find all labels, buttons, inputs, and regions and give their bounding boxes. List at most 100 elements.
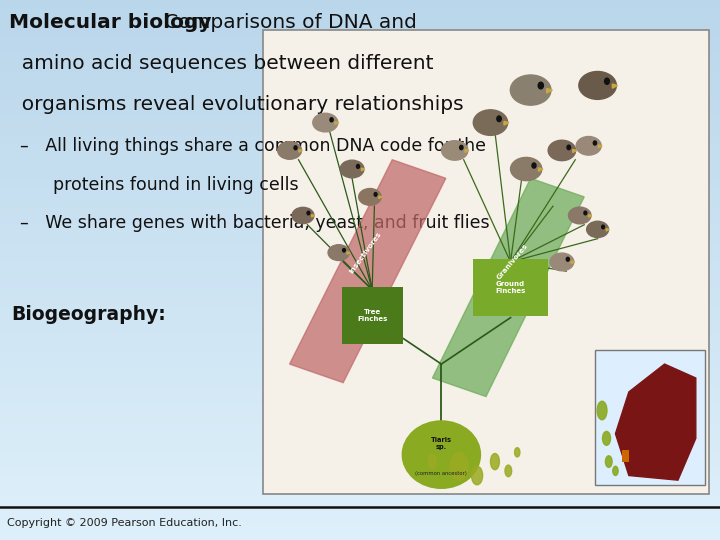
Bar	[0, 153, 720, 162]
Bar	[0, 279, 720, 288]
Bar	[0, 234, 720, 243]
Bar	[0, 171, 720, 180]
Polygon shape	[312, 214, 315, 217]
Text: : Comparisons of DNA and: : Comparisons of DNA and	[151, 14, 417, 32]
Polygon shape	[588, 214, 592, 217]
Bar	[0, 297, 720, 306]
Ellipse shape	[497, 116, 501, 122]
Bar	[0, 198, 720, 207]
Ellipse shape	[402, 421, 480, 488]
Bar	[0, 495, 720, 504]
Ellipse shape	[593, 141, 597, 145]
Ellipse shape	[576, 137, 601, 155]
Ellipse shape	[613, 466, 618, 476]
Bar	[0, 27, 720, 36]
FancyBboxPatch shape	[595, 350, 705, 485]
Text: Granivores: Granivores	[496, 243, 529, 281]
Bar	[0, 486, 720, 495]
Polygon shape	[335, 122, 338, 124]
Text: Ground
Finches: Ground Finches	[495, 281, 526, 294]
Ellipse shape	[473, 110, 508, 136]
Polygon shape	[347, 252, 350, 254]
Bar	[0, 0, 720, 9]
Polygon shape	[379, 196, 382, 199]
Bar	[0, 135, 720, 144]
Bar	[0, 90, 720, 99]
Bar	[0, 468, 720, 477]
Bar	[0, 522, 720, 531]
Text: –   We share genes with bacteria, yeast, and fruit flies: – We share genes with bacteria, yeast, a…	[20, 214, 490, 232]
Bar	[0, 306, 720, 315]
FancyBboxPatch shape	[474, 259, 548, 316]
Text: Biogeography:: Biogeography:	[11, 305, 166, 324]
Ellipse shape	[538, 82, 544, 89]
Ellipse shape	[603, 431, 611, 446]
Bar	[0, 333, 720, 342]
Ellipse shape	[510, 158, 541, 180]
Bar	[0, 288, 720, 297]
Polygon shape	[299, 150, 302, 152]
Bar	[0, 189, 720, 198]
Text: Molecular biology: Molecular biology	[9, 14, 212, 32]
Polygon shape	[433, 178, 584, 396]
Bar	[0, 45, 720, 54]
Bar	[0, 504, 720, 513]
Ellipse shape	[579, 71, 616, 99]
Ellipse shape	[567, 145, 570, 150]
Bar	[0, 144, 720, 153]
Bar	[0, 405, 720, 414]
Ellipse shape	[567, 258, 570, 261]
Bar	[0, 207, 720, 216]
Polygon shape	[539, 168, 543, 171]
Bar	[0, 360, 720, 369]
Bar	[0, 243, 720, 252]
Polygon shape	[612, 84, 618, 88]
Ellipse shape	[312, 113, 338, 132]
Bar	[0, 378, 720, 387]
Ellipse shape	[341, 160, 364, 178]
Polygon shape	[616, 364, 696, 480]
Bar	[0, 63, 720, 72]
Bar	[0, 18, 720, 27]
Bar	[0, 369, 720, 378]
Polygon shape	[571, 261, 575, 264]
Ellipse shape	[356, 165, 359, 168]
Bar	[0, 180, 720, 189]
Text: –   All living things share a common DNA code for the: – All living things share a common DNA c…	[20, 137, 486, 155]
Text: organisms reveal evolutionary relationships: organisms reveal evolutionary relationsh…	[9, 94, 464, 113]
Bar	[0, 450, 720, 459]
Bar	[0, 324, 720, 333]
Ellipse shape	[330, 118, 333, 122]
Ellipse shape	[472, 466, 482, 485]
FancyBboxPatch shape	[263, 30, 709, 494]
Ellipse shape	[548, 140, 575, 161]
Bar	[0, 477, 720, 486]
Bar	[0, 270, 720, 279]
Bar	[0, 162, 720, 171]
Ellipse shape	[597, 401, 607, 420]
Polygon shape	[546, 89, 552, 93]
Text: amino acid sequences between different: amino acid sequences between different	[9, 54, 434, 73]
Bar	[0, 126, 720, 135]
Polygon shape	[598, 145, 602, 147]
Ellipse shape	[490, 454, 500, 470]
Ellipse shape	[584, 211, 587, 215]
Text: Insectivores: Insectivores	[348, 231, 382, 274]
Ellipse shape	[328, 245, 349, 260]
Ellipse shape	[359, 188, 381, 205]
Bar	[0, 99, 720, 108]
Bar	[0, 396, 720, 405]
Text: Tree
Finches: Tree Finches	[357, 309, 387, 322]
Bar	[0, 387, 720, 396]
Bar	[0, 423, 720, 432]
Ellipse shape	[587, 221, 608, 238]
Ellipse shape	[606, 456, 612, 468]
Ellipse shape	[343, 248, 346, 252]
Ellipse shape	[450, 453, 468, 480]
Ellipse shape	[292, 207, 314, 224]
Bar	[0, 225, 720, 234]
Bar	[0, 108, 720, 117]
Bar	[0, 261, 720, 270]
Ellipse shape	[550, 253, 574, 271]
Bar	[0, 441, 720, 450]
